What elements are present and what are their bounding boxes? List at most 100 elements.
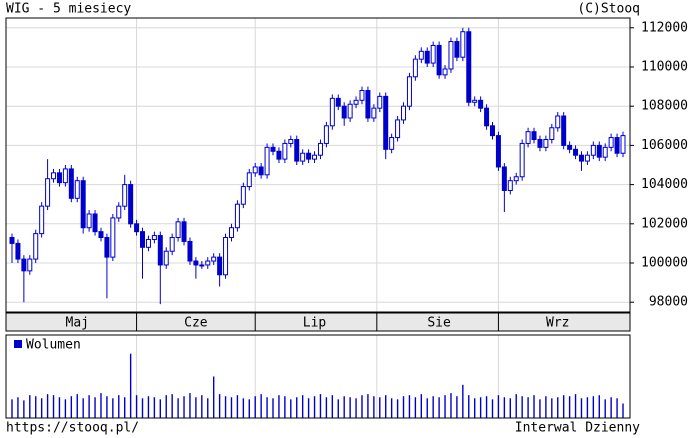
candle-body xyxy=(104,237,110,258)
candle-body xyxy=(567,144,573,150)
candle-body xyxy=(448,41,454,70)
candle-body xyxy=(223,237,229,276)
candle-body xyxy=(531,131,537,141)
candle-body xyxy=(264,146,270,176)
candle-body xyxy=(276,150,282,160)
candle-body xyxy=(377,95,383,109)
candle-body xyxy=(258,166,264,176)
candle-body xyxy=(383,95,389,150)
candle-body xyxy=(537,139,543,148)
candle-body xyxy=(39,205,45,235)
candle-body xyxy=(86,213,92,229)
candle-body xyxy=(359,90,365,101)
candle-body xyxy=(495,135,501,168)
candle-body xyxy=(211,256,217,262)
candle-body xyxy=(122,184,128,207)
candle-body xyxy=(543,139,549,148)
candle-body xyxy=(74,180,80,199)
candle-body xyxy=(33,233,39,260)
candle-body xyxy=(98,231,104,239)
candle-body xyxy=(389,137,395,150)
candle-body xyxy=(401,105,407,121)
candle-body xyxy=(596,144,602,158)
y-tick-label: 104000 xyxy=(641,177,688,192)
candle-body xyxy=(323,125,329,144)
candle-body xyxy=(472,99,478,103)
candle-body xyxy=(501,166,507,191)
candle-body xyxy=(395,119,401,139)
candle-body xyxy=(15,242,21,260)
candle-body xyxy=(454,41,460,58)
candle-body xyxy=(205,260,211,266)
candle-body xyxy=(246,172,252,188)
candle-body xyxy=(573,148,579,156)
candle-body xyxy=(406,76,412,107)
candle-body xyxy=(412,58,418,78)
volume-frame xyxy=(5,334,631,419)
candle-body xyxy=(478,99,484,109)
candle-body xyxy=(602,146,608,158)
candle-body xyxy=(300,152,306,162)
x-tick-label: Maj xyxy=(66,316,89,331)
candle-body xyxy=(329,97,335,127)
candle-body xyxy=(519,142,525,178)
candle-body xyxy=(418,50,424,60)
candle-body xyxy=(181,221,187,242)
candle-body xyxy=(608,137,614,148)
candle-body xyxy=(371,107,377,119)
candle-body xyxy=(430,44,436,64)
candle-body xyxy=(169,237,175,252)
candle-body xyxy=(317,142,323,156)
candle-body xyxy=(140,231,146,248)
candle-body xyxy=(151,235,157,240)
candle-body xyxy=(240,186,246,205)
candle-body xyxy=(460,31,466,58)
candle-body xyxy=(312,154,318,160)
candle-body xyxy=(614,137,620,154)
source: (C)Stooq xyxy=(577,2,640,17)
candle-body xyxy=(489,125,495,137)
candle-body xyxy=(620,135,626,154)
x-tick-label: Sie xyxy=(427,316,451,331)
candle-body xyxy=(110,217,116,258)
candle-body xyxy=(584,154,590,162)
candle-body xyxy=(187,240,193,262)
month-band xyxy=(5,312,631,332)
candle-body xyxy=(45,178,51,207)
candle-body xyxy=(294,139,300,162)
candle-body xyxy=(341,105,347,119)
candle-body xyxy=(288,139,294,144)
candle-body xyxy=(80,180,86,229)
candle-body xyxy=(163,250,169,266)
candle-body xyxy=(436,44,442,76)
candle-body xyxy=(424,50,430,64)
candle-body xyxy=(27,258,33,272)
candle-body xyxy=(116,205,122,219)
candle-body xyxy=(145,238,151,248)
chart-title: WIG - 5 miesiecy xyxy=(6,2,131,17)
y-tick-label: 100000 xyxy=(641,256,688,271)
footer: Interwal Dzienny xyxy=(515,421,640,436)
candle-body xyxy=(199,264,205,267)
candle-body xyxy=(578,154,584,162)
candle-body xyxy=(513,176,519,182)
plot-frame xyxy=(5,17,631,313)
candle-body xyxy=(335,97,341,107)
candle-body xyxy=(549,127,555,141)
y-tick-label: 98000 xyxy=(649,295,688,310)
legend-swatch xyxy=(14,340,22,348)
candle-body xyxy=(234,203,240,229)
candle-body xyxy=(484,107,490,127)
y-tick-label: 106000 xyxy=(641,138,688,153)
candle-body xyxy=(128,184,134,225)
x-tick-label: Wrz xyxy=(546,316,569,331)
candle-body xyxy=(51,172,57,180)
candle-body xyxy=(175,221,181,239)
x-tick-label: Cze xyxy=(184,316,208,331)
candle-body xyxy=(68,168,74,199)
candle-body xyxy=(466,31,472,103)
candle-body xyxy=(561,115,567,146)
candle-body xyxy=(9,237,15,244)
candle-body xyxy=(347,103,353,119)
candle-body xyxy=(555,115,561,129)
